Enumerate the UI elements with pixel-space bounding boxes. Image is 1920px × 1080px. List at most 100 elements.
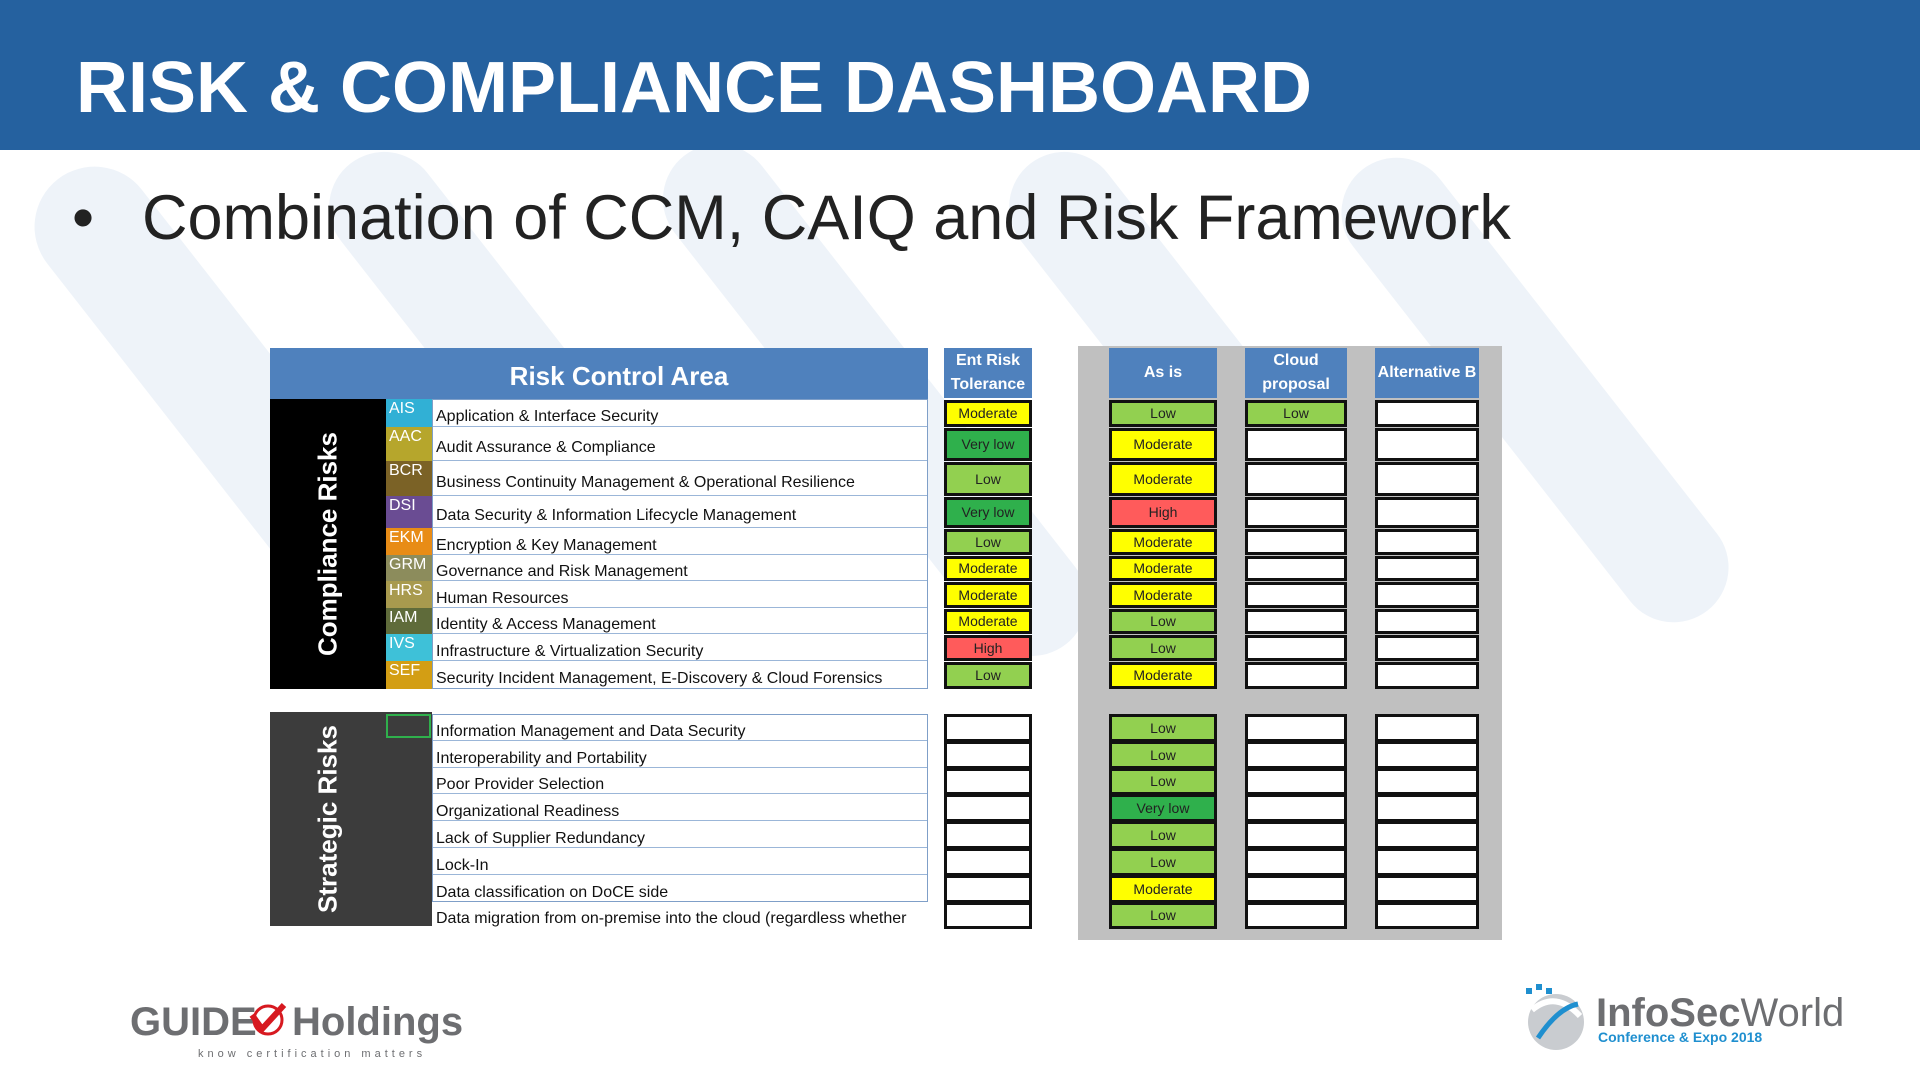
risk-area-name: Application & Interface Security bbox=[432, 399, 928, 427]
rating-cell-alt-b[interactable] bbox=[1375, 529, 1479, 555]
strategic-risks-label: Strategic Risks bbox=[312, 725, 343, 913]
rating-cell-alt-b[interactable] bbox=[1375, 556, 1479, 581]
domain-code: IAM bbox=[386, 608, 432, 634]
slide-title: RISK & COMPLIANCE DASHBOARD bbox=[76, 48, 1313, 128]
rating-cell-tolerance[interactable] bbox=[944, 848, 1032, 876]
rating-cell-tolerance[interactable] bbox=[944, 794, 1032, 822]
rating-cell-alt-b[interactable] bbox=[1375, 714, 1479, 742]
rating-cell-cloud[interactable] bbox=[1245, 462, 1347, 496]
rating-cell-as-is[interactable]: Low bbox=[1109, 821, 1217, 849]
rating-cell-alt-b[interactable] bbox=[1375, 497, 1479, 528]
rating-cell-as-is[interactable]: Moderate bbox=[1109, 662, 1217, 689]
rating-cell-cloud[interactable] bbox=[1245, 556, 1347, 581]
compliance-risks-band: Compliance Risks bbox=[270, 399, 386, 689]
rating-cell-cloud[interactable] bbox=[1245, 662, 1347, 689]
rating-cell-as-is[interactable]: Moderate bbox=[1109, 462, 1217, 496]
rating-cell-cloud[interactable] bbox=[1245, 582, 1347, 608]
risk-area-name: Identity & Access Management bbox=[432, 608, 928, 634]
rating-cell-cloud[interactable] bbox=[1245, 875, 1347, 903]
rating-cell-as-is[interactable]: Low bbox=[1109, 848, 1217, 876]
rating-cell-tolerance[interactable]: Very low bbox=[944, 428, 1032, 461]
strategic-code-column bbox=[386, 712, 432, 926]
rating-cell-cloud[interactable] bbox=[1245, 902, 1347, 929]
rating-cell-tolerance[interactable]: Moderate bbox=[944, 400, 1032, 427]
risk-area-name: Governance and Risk Management bbox=[432, 555, 928, 581]
strategic-risk-name: Poor Provider Selection bbox=[432, 768, 928, 794]
rating-cell-cloud[interactable] bbox=[1245, 848, 1347, 876]
rating-cell-tolerance[interactable]: High bbox=[944, 635, 1032, 661]
logo-guide-text: GUIDE bbox=[130, 1000, 257, 1044]
rating-cell-cloud[interactable] bbox=[1245, 741, 1347, 769]
rating-cell-tolerance[interactable]: Low bbox=[944, 529, 1032, 555]
risk-area-name: Audit Assurance & Compliance bbox=[432, 427, 928, 461]
rating-cell-as-is[interactable]: Moderate bbox=[1109, 529, 1217, 555]
rating-cell-as-is[interactable]: Moderate bbox=[1109, 428, 1217, 461]
rating-cell-cloud[interactable] bbox=[1245, 821, 1347, 849]
strategic-risk-name: Data migration from on-premise into the … bbox=[432, 902, 942, 928]
rating-cell-tolerance[interactable] bbox=[944, 902, 1032, 929]
rating-cell-alt-b[interactable] bbox=[1375, 428, 1479, 461]
rating-cell-as-is[interactable]: Low bbox=[1109, 768, 1217, 795]
rating-cell-as-is[interactable]: Low bbox=[1109, 714, 1217, 742]
rating-cell-cloud[interactable] bbox=[1245, 609, 1347, 634]
risk-area-name: Encryption & Key Management bbox=[432, 528, 928, 555]
column-header-2: As is bbox=[1109, 348, 1217, 398]
rating-cell-alt-b[interactable] bbox=[1375, 848, 1479, 876]
rating-cell-cloud[interactable]: Low bbox=[1245, 400, 1347, 427]
globe-icon bbox=[1526, 984, 1584, 1050]
domain-code: AIS bbox=[386, 399, 432, 427]
infosecworld-logo-graphic: InfoSecWorld Conference & Expo 2018 bbox=[1526, 984, 1844, 1050]
rating-cell-alt-b[interactable] bbox=[1375, 741, 1479, 769]
domain-code: GRM bbox=[386, 555, 432, 581]
rating-cell-tolerance[interactable] bbox=[944, 875, 1032, 903]
rating-cell-cloud[interactable] bbox=[1245, 428, 1347, 461]
domain-code: DSI bbox=[386, 496, 432, 528]
rating-cell-as-is[interactable]: High bbox=[1109, 497, 1217, 528]
rating-cell-as-is[interactable]: Low bbox=[1109, 400, 1217, 427]
rating-cell-alt-b[interactable] bbox=[1375, 462, 1479, 496]
bullet-item: • Combination of CCM, CAIQ and Risk Frame… bbox=[72, 178, 1511, 258]
rating-cell-tolerance[interactable]: Very low bbox=[944, 497, 1032, 528]
rating-cell-alt-b[interactable] bbox=[1375, 635, 1479, 661]
rating-cell-alt-b[interactable] bbox=[1375, 662, 1479, 689]
rating-cell-tolerance[interactable] bbox=[944, 714, 1032, 742]
rating-cell-tolerance[interactable]: Moderate bbox=[944, 582, 1032, 608]
rating-cell-tolerance[interactable] bbox=[944, 768, 1032, 795]
rating-cell-alt-b[interactable] bbox=[1375, 821, 1479, 849]
strategic-risk-name: Lock-In bbox=[432, 848, 928, 875]
rating-cell-alt-b[interactable] bbox=[1375, 794, 1479, 822]
logo-tagline: know certification matters bbox=[198, 1048, 426, 1060]
rating-cell-alt-b[interactable] bbox=[1375, 609, 1479, 634]
selected-cell[interactable] bbox=[386, 714, 431, 738]
infosecworld-logo: InfoSecWorld Conference & Expo 2018 bbox=[1518, 980, 1858, 1065]
rating-cell-alt-b[interactable] bbox=[1375, 768, 1479, 795]
rating-cell-cloud[interactable] bbox=[1245, 768, 1347, 795]
rating-cell-cloud[interactable] bbox=[1245, 635, 1347, 661]
rating-cell-tolerance[interactable]: Low bbox=[944, 662, 1032, 689]
rating-cell-tolerance[interactable] bbox=[944, 821, 1032, 849]
strategic-risks-band: Strategic Risks bbox=[270, 712, 386, 926]
rating-cell-tolerance[interactable]: Moderate bbox=[944, 556, 1032, 581]
rating-cell-as-is[interactable]: Low bbox=[1109, 902, 1217, 929]
rating-cell-alt-b[interactable] bbox=[1375, 902, 1479, 929]
rating-cell-as-is[interactable]: Low bbox=[1109, 741, 1217, 769]
compliance-risks-label: Compliance Risks bbox=[312, 432, 343, 656]
rating-cell-alt-b[interactable] bbox=[1375, 582, 1479, 608]
rating-cell-alt-b[interactable] bbox=[1375, 400, 1479, 427]
rating-cell-alt-b[interactable] bbox=[1375, 875, 1479, 903]
rating-cell-tolerance[interactable] bbox=[944, 741, 1032, 769]
strategic-risk-name: Data classification on DoCE side bbox=[432, 875, 928, 902]
rating-cell-as-is[interactable]: Moderate bbox=[1109, 556, 1217, 581]
rating-cell-as-is[interactable]: Low bbox=[1109, 635, 1217, 661]
rating-cell-cloud[interactable] bbox=[1245, 714, 1347, 742]
rating-cell-as-is[interactable]: Moderate bbox=[1109, 875, 1217, 903]
rating-cell-tolerance[interactable]: Moderate bbox=[944, 609, 1032, 634]
rating-cell-as-is[interactable]: Moderate bbox=[1109, 582, 1217, 608]
rating-cell-cloud[interactable] bbox=[1245, 497, 1347, 528]
rating-cell-tolerance[interactable]: Low bbox=[944, 462, 1032, 496]
strategic-risk-name: Organizational Readiness bbox=[432, 794, 928, 821]
rating-cell-as-is[interactable]: Low bbox=[1109, 609, 1217, 634]
rating-cell-cloud[interactable] bbox=[1245, 794, 1347, 822]
rating-cell-cloud[interactable] bbox=[1245, 529, 1347, 555]
rating-cell-as-is[interactable]: Very low bbox=[1109, 794, 1217, 822]
